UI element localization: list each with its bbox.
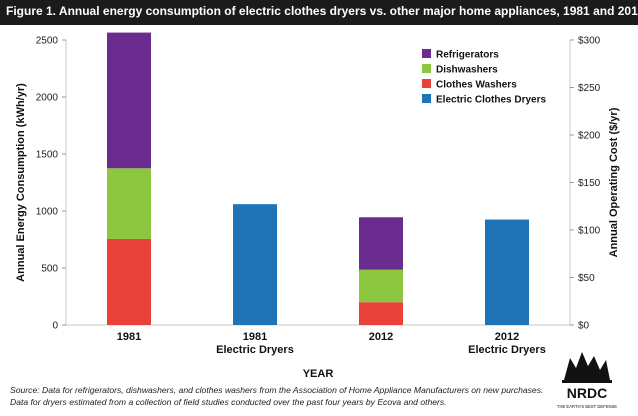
x-axis-title: YEAR	[303, 368, 334, 380]
legend-label: Electric Clothes Dryers	[436, 95, 546, 106]
chart-title: Figure 1. Annual energy consumption of e…	[6, 4, 638, 18]
y2-tick-label: $100	[578, 226, 601, 237]
title-banner: Figure 1. Annual energy consumption of e…	[0, 0, 638, 25]
x-tick-label: 1981	[243, 331, 267, 343]
legend-label: Dishwashers	[436, 65, 498, 76]
x-tick-label: Electric Dryers	[216, 344, 294, 356]
source-note: Source: Data for refrigerators, dishwash…	[10, 385, 544, 407]
y2-tick-label: $50	[578, 273, 595, 284]
legend-label: Clothes Washers	[436, 80, 517, 91]
y2-tick-label: $150	[578, 178, 601, 189]
bar-dishwashers	[107, 168, 151, 239]
bar-refrigerators	[107, 32, 151, 169]
y-tick-label: 1500	[36, 150, 59, 161]
bar-clothes-washers	[107, 238, 151, 325]
y-axis-title: Annual Energy Consumption (kWh/yr)	[15, 83, 27, 282]
plot-area: 0 500 1000 1500 2000 2500 $0 $50 $100 $150 $200 $25…	[15, 32, 620, 380]
x-tick-label: 2012	[495, 331, 519, 343]
bar-refrigerators	[359, 217, 403, 270]
y-tick-label: 2500	[36, 36, 59, 47]
legend-swatch	[422, 64, 431, 73]
logo-tagline: THE EARTH'S BEST DEFENSE	[557, 404, 617, 409]
bar-dishwashers	[359, 269, 403, 303]
nrdc-logo: NRDC THE EARTH'S BEST DEFENSE	[557, 352, 617, 409]
y2-tick-label: $0	[578, 321, 590, 332]
y2-axis-title: Annual Operating Cost ($/yr)	[608, 107, 620, 257]
y2-tick-label: $250	[578, 83, 601, 94]
legend-swatch	[422, 79, 431, 88]
tree-icon	[562, 352, 612, 383]
legend-swatch	[422, 94, 431, 103]
y-tick-label: 0	[52, 321, 58, 332]
x-tick-label: 2012	[369, 331, 393, 343]
chart-area: 0 500 1000 1500 2000 2500 $0 $50 $100 $150 $200 $25…	[15, 32, 620, 380]
legend-swatch	[422, 49, 431, 58]
y2-tick-label: $300	[578, 36, 601, 47]
x-tick-label: 1981	[117, 331, 141, 343]
y-tick-label: 500	[41, 264, 58, 275]
y2-tick-label: $200	[578, 131, 601, 142]
logo-name: NRDC	[567, 385, 607, 401]
y-tick-label: 1000	[36, 207, 59, 218]
legend-label: Refrigerators	[436, 50, 499, 61]
y-tick-label: 2000	[36, 93, 59, 104]
bar-electric-clothes-dryers	[485, 219, 529, 325]
bar-clothes-washers	[359, 302, 403, 325]
x-tick-label: Electric Dryers	[468, 344, 546, 356]
bar-electric-clothes-dryers	[233, 204, 277, 325]
